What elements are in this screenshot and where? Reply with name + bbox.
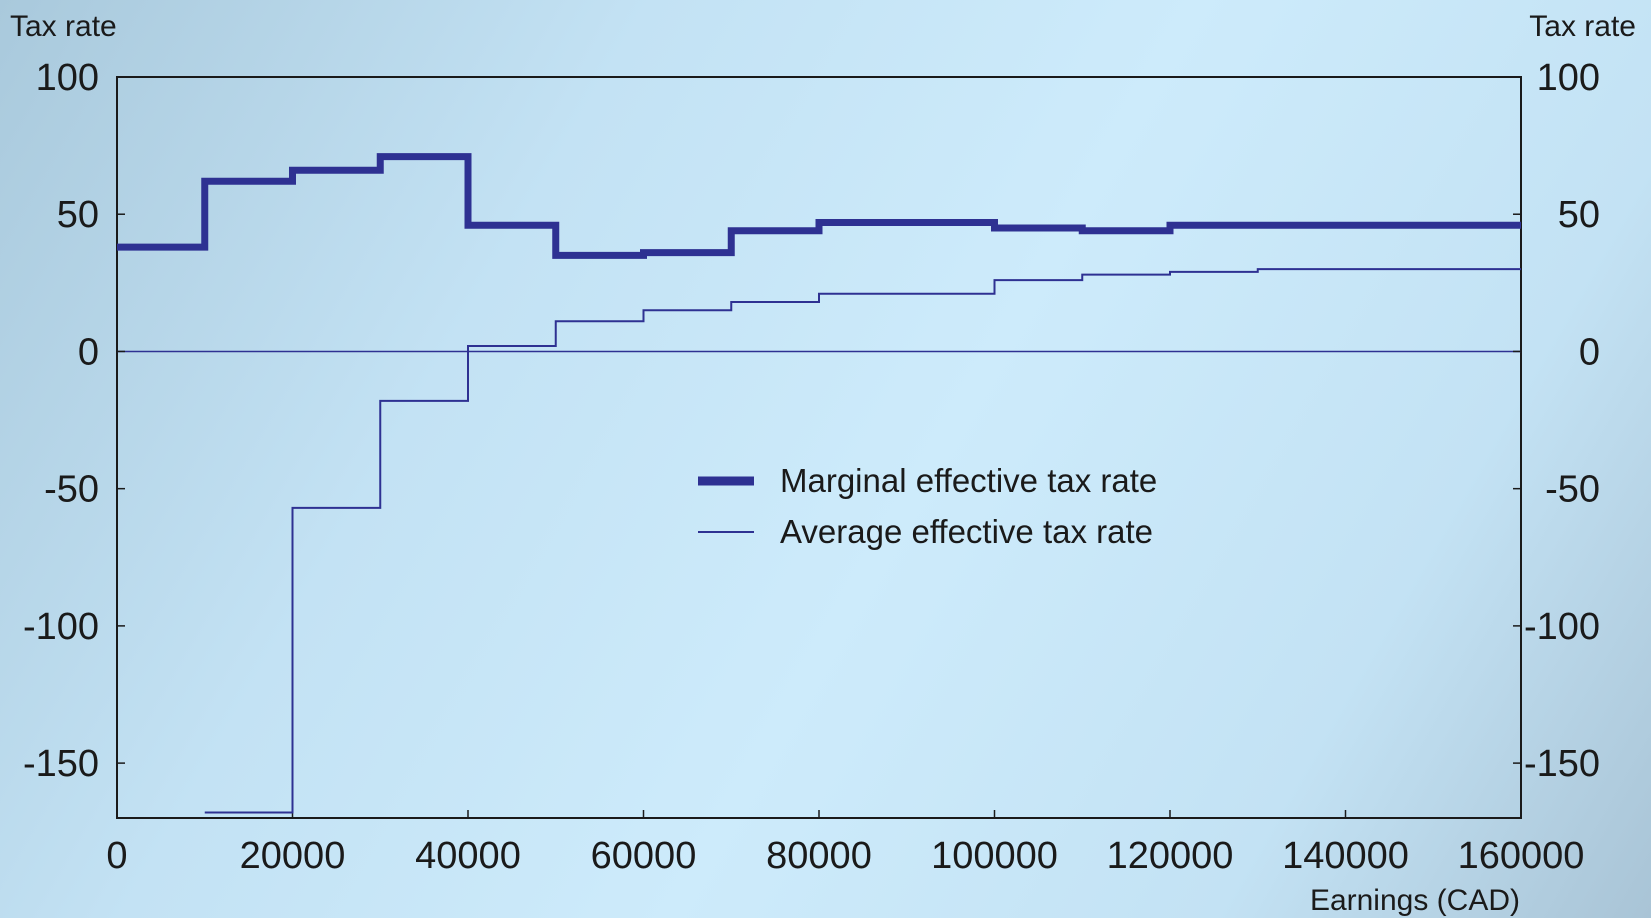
y-tick-label-right: -50 — [1545, 469, 1600, 511]
y-tick-label-right: -100 — [1524, 606, 1600, 648]
x-axis-label: Earnings (CAD) — [1310, 884, 1520, 917]
y-tick-label-left: -150 — [23, 743, 99, 785]
y-tick-label-left: -50 — [44, 469, 99, 511]
left-axis-title: Tax rate — [10, 10, 117, 43]
y-tick-label-right: -150 — [1524, 743, 1600, 785]
x-tick-label: 160000 — [1458, 835, 1585, 877]
y-tick-label-right: 0 — [1579, 331, 1600, 373]
x-tick-label: 120000 — [1107, 835, 1234, 877]
y-tick-label-left: -100 — [23, 606, 99, 648]
x-tick-label: 40000 — [415, 835, 521, 877]
plot-frame — [116, 76, 1522, 819]
y-tick-label-left: 50 — [57, 194, 99, 236]
y-tick-label-right: 100 — [1537, 57, 1600, 99]
x-tick-label: 0 — [106, 835, 127, 877]
x-tick-label: 140000 — [1282, 835, 1409, 877]
x-tick-label: 20000 — [240, 835, 346, 877]
marginal-rate-line — [117, 153, 1521, 259]
x-tick-label: 100000 — [931, 835, 1058, 877]
y-tick-label-left: 100 — [36, 57, 99, 99]
legend-label-marginal: Marginal effective tax rate — [780, 462, 1157, 499]
average-rate-line — [204, 268, 1521, 814]
right-axis-title: Tax rate — [1529, 10, 1636, 43]
y-tick-label-left: 0 — [78, 331, 99, 373]
y-tick-label-right: 50 — [1558, 194, 1600, 236]
x-tick-label: 80000 — [766, 835, 872, 877]
x-tick-label: 60000 — [591, 835, 697, 877]
legend-label-average: Average effective tax rate — [780, 513, 1153, 550]
